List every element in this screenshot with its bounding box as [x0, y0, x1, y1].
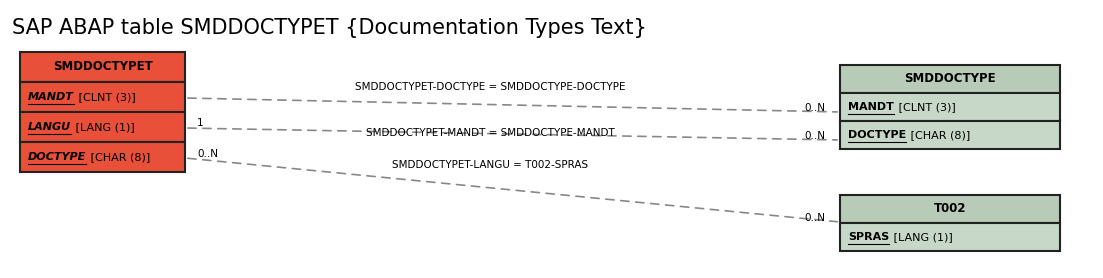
Bar — [20, 82, 185, 112]
Text: T002: T002 — [934, 202, 966, 215]
Text: 1: 1 — [197, 118, 204, 128]
Text: [CLNT (3)]: [CLNT (3)] — [75, 92, 136, 102]
Text: SAP ABAP table SMDDOCTYPET {Documentation Types Text}: SAP ABAP table SMDDOCTYPET {Documentatio… — [12, 18, 646, 38]
Text: SMDDOCTYPET: SMDDOCTYPET — [53, 61, 152, 73]
Text: [LANG (1)]: [LANG (1)] — [72, 122, 135, 132]
Text: SMDDOCTYPET-DOCTYPE = SMDDOCTYPE-DOCTYPE: SMDDOCTYPET-DOCTYPE = SMDDOCTYPE-DOCTYPE — [355, 82, 625, 92]
Bar — [20, 52, 185, 82]
Text: 0..N: 0..N — [804, 213, 825, 223]
Bar — [840, 121, 1060, 149]
Text: SMDDOCTYPET-LANGU = T002-SPRAS: SMDDOCTYPET-LANGU = T002-SPRAS — [392, 160, 588, 170]
Text: LANGU: LANGU — [28, 122, 71, 132]
Text: 0..N: 0..N — [804, 103, 825, 113]
Bar — [20, 142, 185, 172]
Text: [CHAR (8)]: [CHAR (8)] — [87, 152, 150, 162]
Text: 0..N: 0..N — [804, 131, 825, 141]
Bar — [840, 195, 1060, 223]
Bar — [840, 65, 1060, 93]
Bar — [840, 93, 1060, 121]
Text: SMDDOCTYPET-MANDT = SMDDOCTYPE-MANDT: SMDDOCTYPET-MANDT = SMDDOCTYPE-MANDT — [365, 128, 614, 138]
Text: [CLNT (3)]: [CLNT (3)] — [895, 102, 955, 112]
Text: [CHAR (8)]: [CHAR (8)] — [908, 130, 971, 140]
Text: MANDT: MANDT — [28, 92, 74, 102]
Bar — [20, 112, 185, 142]
Text: DOCTYPE: DOCTYPE — [28, 152, 86, 162]
Bar — [840, 223, 1060, 251]
Text: MANDT: MANDT — [848, 102, 893, 112]
Text: SPRAS: SPRAS — [848, 232, 889, 242]
Text: SMDDOCTYPE: SMDDOCTYPE — [904, 73, 996, 86]
Text: [LANG (1)]: [LANG (1)] — [890, 232, 953, 242]
Text: DOCTYPE: DOCTYPE — [848, 130, 907, 140]
Text: 0..N: 0..N — [197, 149, 218, 159]
